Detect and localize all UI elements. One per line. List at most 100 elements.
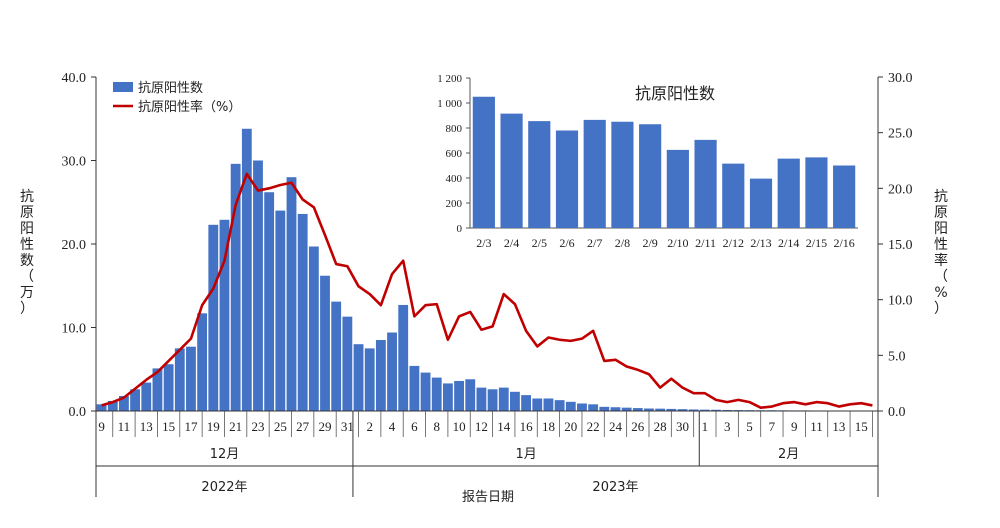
right-y-tick-label: 25.0 — [888, 127, 913, 142]
positive-count-bar — [554, 400, 565, 411]
inset-x-tick-label: 2/12 — [723, 236, 744, 250]
positive-count-bar — [476, 387, 487, 411]
right-y-axis-title-char: % — [934, 285, 947, 301]
positive-count-bar — [342, 316, 353, 411]
left-y-axis-title-char: ） — [20, 301, 34, 317]
right-y-tick-label: 20.0 — [888, 182, 913, 197]
positive-count-bar — [442, 383, 453, 411]
legend-bar-label: 抗原阳性数 — [138, 81, 203, 96]
positive-count-bar — [375, 340, 386, 411]
x-tick-label: 26 — [631, 419, 645, 434]
left-y-tick-label: 10.0 — [62, 322, 87, 337]
inset-x-tick-label: 2/3 — [476, 236, 491, 250]
x-tick-label: 9 — [98, 419, 105, 434]
x-tick-label: 14 — [497, 419, 511, 434]
x-tick-label: 7 — [769, 419, 776, 434]
inset-bar — [833, 165, 856, 228]
right-y-axis-title-char: 原 — [934, 205, 948, 221]
x-tick-label: 4 — [389, 419, 396, 434]
x-tick-label: 11 — [810, 419, 823, 434]
positive-count-bar — [498, 387, 509, 411]
x-tick-label: 13 — [832, 419, 845, 434]
inset-bar — [528, 121, 551, 229]
left-y-tick-label: 40.0 — [62, 71, 87, 86]
positive-count-bar — [275, 210, 286, 411]
positive-count-bar — [264, 192, 275, 411]
positive-count-bar — [130, 389, 141, 411]
positive-count-bar — [577, 403, 587, 411]
positive-count-bar — [610, 407, 621, 411]
inset-y-tick-label: 0 — [457, 223, 463, 235]
month-label: 12月 — [210, 447, 240, 462]
positive-count-bar — [487, 389, 498, 411]
left-y-axis-title-char: 性 — [20, 237, 34, 253]
positive-count-bar — [353, 344, 364, 411]
positive-count-bar — [297, 213, 308, 411]
x-tick-label: 28 — [654, 419, 667, 434]
inset-bar — [805, 157, 828, 229]
positive-count-bar — [174, 348, 185, 412]
positive-count-bar — [107, 400, 118, 411]
right-y-axis-title-char: 率 — [934, 252, 948, 269]
right-y-tick-label: 30.0 — [888, 71, 913, 86]
x-tick-label: 3 — [724, 419, 731, 434]
positive-count-bar — [688, 409, 699, 411]
positive-count-bar — [398, 304, 409, 411]
positive-count-bar — [543, 398, 554, 411]
inset-y-tick-label: 600 — [446, 148, 463, 160]
x-tick-label: 30 — [676, 419, 689, 434]
inset-x-tick-label: 2/6 — [559, 236, 574, 250]
positive-count-bar — [454, 380, 464, 411]
positive-count-bar — [320, 275, 330, 411]
positive-count-bar — [621, 407, 632, 411]
right-y-tick-label: 10.0 — [888, 294, 913, 309]
right-y-axis-title-char: 抗 — [934, 189, 948, 205]
inset-title: 抗原阳性数 — [635, 84, 715, 103]
positive-count-bar — [711, 409, 721, 411]
positive-count-bar — [465, 379, 476, 411]
x-tick-label: 12 — [475, 419, 488, 434]
positive-count-bar — [666, 408, 677, 411]
positive-count-bar — [699, 409, 710, 411]
inset-x-tick-label: 2/9 — [642, 236, 657, 250]
inset-x-tick-label: 2/13 — [750, 236, 771, 250]
positive-count-bar — [197, 313, 208, 411]
inset-x-tick-label: 2/5 — [532, 236, 547, 250]
x-tick-label: 2 — [366, 419, 373, 434]
inset-bar — [500, 113, 523, 229]
inset-x-tick-label: 2/8 — [615, 236, 630, 250]
inset-bar — [472, 96, 495, 228]
right-y-axis-title-char: （ — [934, 269, 948, 285]
x-tick-label: 27 — [296, 419, 310, 434]
month-label: 1月 — [515, 447, 536, 462]
x-tick-label: 9 — [791, 419, 798, 434]
right-y-tick-label: 15.0 — [888, 238, 913, 253]
x-tick-label: 15 — [855, 419, 868, 434]
positive-count-bar — [230, 163, 241, 411]
positive-rate-line — [101, 172, 873, 409]
x-tick-label: 31 — [341, 419, 354, 434]
x-tick-label: 5 — [746, 419, 753, 434]
year-label: 2022年 — [201, 480, 247, 495]
positive-count-bar — [677, 409, 688, 411]
positive-count-bar — [208, 224, 219, 411]
inset-y-tick-label: 1 200 — [437, 73, 462, 85]
x-tick-label: 22 — [587, 419, 600, 434]
inset-bar — [639, 124, 662, 228]
inset-y-tick-label: 400 — [446, 173, 463, 185]
left-y-axis-title-char: 阳 — [20, 221, 34, 237]
x-tick-label: 8 — [433, 419, 440, 434]
x-tick-label: 13 — [140, 419, 153, 434]
positive-count-bar — [655, 408, 666, 411]
positive-count-bar — [119, 395, 129, 411]
left-y-tick-label: 30.0 — [62, 155, 87, 170]
x-axis-title: 报告日期 — [462, 490, 514, 505]
positive-count-bar — [141, 382, 152, 411]
inset-bar — [666, 149, 689, 229]
x-tick-label: 17 — [184, 419, 198, 434]
positive-count-bar — [644, 408, 654, 411]
x-tick-label: 20 — [564, 419, 577, 434]
inset-x-tick-label: 2/16 — [833, 236, 854, 250]
positive-count-bar — [532, 398, 543, 411]
left-y-tick-label: 20.0 — [62, 238, 87, 253]
